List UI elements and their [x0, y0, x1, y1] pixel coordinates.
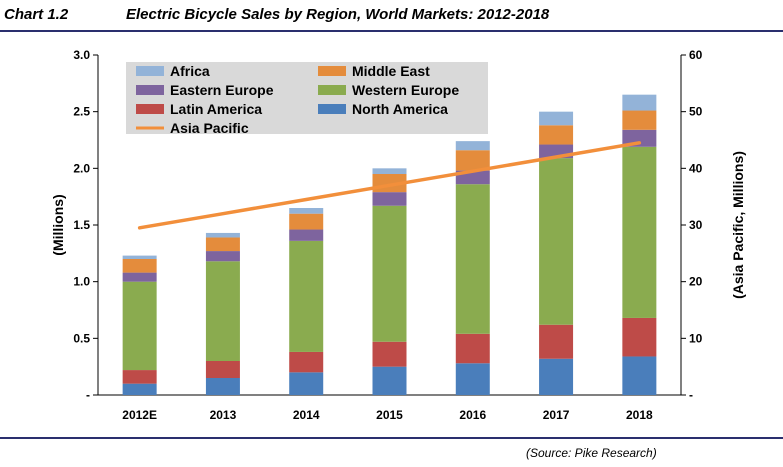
bar-segment [122, 370, 157, 384]
x-tick-label: 2016 [459, 408, 486, 422]
bar-segment [289, 208, 324, 214]
x-tick-label: 2013 [210, 408, 237, 422]
legend-swatch [136, 85, 164, 95]
bar-segment [455, 363, 490, 395]
legend-label: Latin America [170, 101, 262, 117]
bar-segment [539, 158, 574, 325]
bar-segment [289, 372, 324, 395]
bar-segment [539, 125, 574, 145]
bar-segment [205, 378, 240, 395]
bar-segment [289, 351, 324, 373]
bar-segment [622, 146, 657, 318]
bar-segment [455, 141, 490, 151]
x-tick-label: 2018 [626, 408, 653, 422]
right-tick-label: 10 [689, 331, 703, 345]
asia-pacific-line [137, 141, 642, 230]
legend-label: Asia Pacific [170, 120, 249, 136]
left-tick-label: 1.5 [73, 218, 90, 232]
left-tick-label: 3.0 [73, 48, 90, 62]
left-tick-label: 0.5 [73, 331, 90, 345]
bar-segment [289, 229, 324, 241]
legend-swatch [136, 66, 164, 76]
bar-segment [372, 205, 407, 342]
legend-label: Eastern Europe [170, 82, 274, 98]
legend-label: North America [352, 101, 448, 117]
bar-segment [205, 361, 240, 378]
right-tick-label: 20 [689, 275, 703, 289]
left-tick-label: - [86, 388, 90, 402]
bar-segment [122, 259, 157, 273]
legend-label: Western Europe [352, 82, 459, 98]
legend-label: Africa [170, 63, 210, 79]
legend-swatch [318, 85, 346, 95]
bar-segment [622, 356, 657, 395]
bar-segment [539, 358, 574, 395]
header-divider [0, 30, 783, 32]
legend-swatch [318, 104, 346, 114]
legend-swatch [136, 104, 164, 114]
right-tick-label: - [689, 388, 693, 402]
bar-segment [622, 94, 657, 111]
legend-box [126, 62, 488, 134]
bar-segment [122, 255, 157, 259]
bar-segment [289, 240, 324, 352]
left-tick-label: 1.0 [73, 275, 90, 289]
x-tick-label: 2015 [376, 408, 403, 422]
right-axis-title: (Asia Pacific, Millions) [730, 151, 746, 299]
chart-number: Chart 1.2 [4, 6, 69, 23]
source-note: (Source: Pike Research) [526, 446, 657, 460]
right-tick-label: 30 [689, 218, 703, 232]
x-tick-label: 2014 [293, 408, 320, 422]
right-tick-label: 40 [689, 161, 703, 175]
bar-segment [372, 168, 407, 174]
bar-segment [289, 213, 324, 230]
footer-divider [0, 437, 783, 439]
left-axis-title: (Millions) [50, 194, 66, 255]
right-tick-label: 50 [689, 105, 703, 119]
left-tick-label: 2.0 [73, 161, 90, 175]
bar-segment [205, 261, 240, 361]
x-tick-label: 2012E [122, 408, 157, 422]
bar-segment [205, 232, 240, 238]
bar-segment [455, 150, 490, 171]
right-tick-label: 60 [689, 48, 703, 62]
chart-header: Chart 1.2 Electric Bicycle Sales by Regi… [0, 0, 783, 30]
chart-title: Electric Bicycle Sales by Region, World … [126, 6, 550, 23]
legend-swatch [318, 66, 346, 76]
bar-segment [539, 111, 574, 126]
bar-segment [205, 237, 240, 252]
bar-segment [372, 192, 407, 206]
bar-segment [372, 341, 407, 367]
bar-segment [372, 366, 407, 395]
bar-segment [455, 333, 490, 364]
bar-segment [622, 110, 657, 130]
bar-segment [455, 184, 490, 334]
bar-segment [122, 383, 157, 395]
legend-label: Middle East [352, 63, 430, 79]
bar-segment [539, 324, 574, 359]
bar-segment [205, 251, 240, 262]
bar-segment [122, 272, 157, 282]
left-tick-label: 2.5 [73, 105, 90, 119]
bar-segment [122, 281, 157, 371]
x-tick-label: 2017 [543, 408, 570, 422]
bar-segment [622, 317, 657, 357]
